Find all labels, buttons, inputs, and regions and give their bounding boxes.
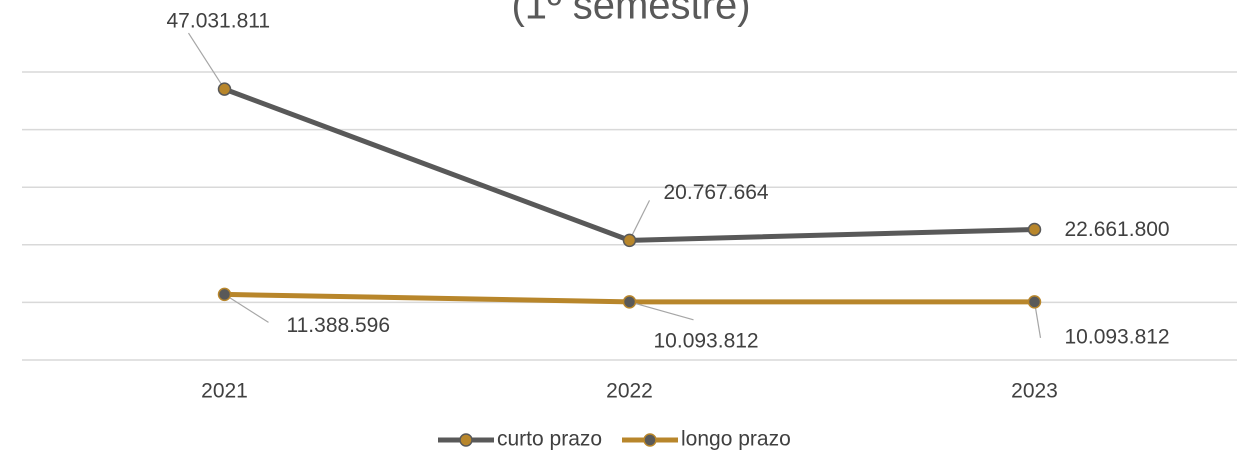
marker xyxy=(622,233,637,248)
marker xyxy=(217,287,232,302)
legend-marker xyxy=(643,433,657,447)
leader-line xyxy=(187,32,226,90)
data-label: 20.767.664 xyxy=(664,181,769,204)
marker xyxy=(217,82,232,96)
leader-line xyxy=(629,301,694,321)
x-tick-label: 2023 xyxy=(1011,380,1058,403)
data-label: 10.093.812 xyxy=(1065,325,1170,348)
leader-line xyxy=(224,293,269,323)
chart-subtitle: (1º semestre) xyxy=(511,0,750,28)
series-line xyxy=(223,86,1035,243)
marker xyxy=(622,295,637,309)
data-label: 47.031.811 xyxy=(167,10,271,33)
data-label: 10.093.812 xyxy=(654,329,759,352)
x-tick-label: 2022 xyxy=(606,380,653,403)
data-label: 22.661.800 xyxy=(1065,218,1170,241)
data-label: 11.388.596 xyxy=(287,314,391,337)
legend-label: longo prazo xyxy=(681,428,791,451)
marker xyxy=(1027,222,1042,237)
x-tick-label: 2021 xyxy=(201,380,248,403)
legend-label: curto prazo xyxy=(497,428,602,451)
marker xyxy=(1027,295,1042,309)
leader-line xyxy=(628,200,651,241)
legend-marker xyxy=(459,433,473,447)
